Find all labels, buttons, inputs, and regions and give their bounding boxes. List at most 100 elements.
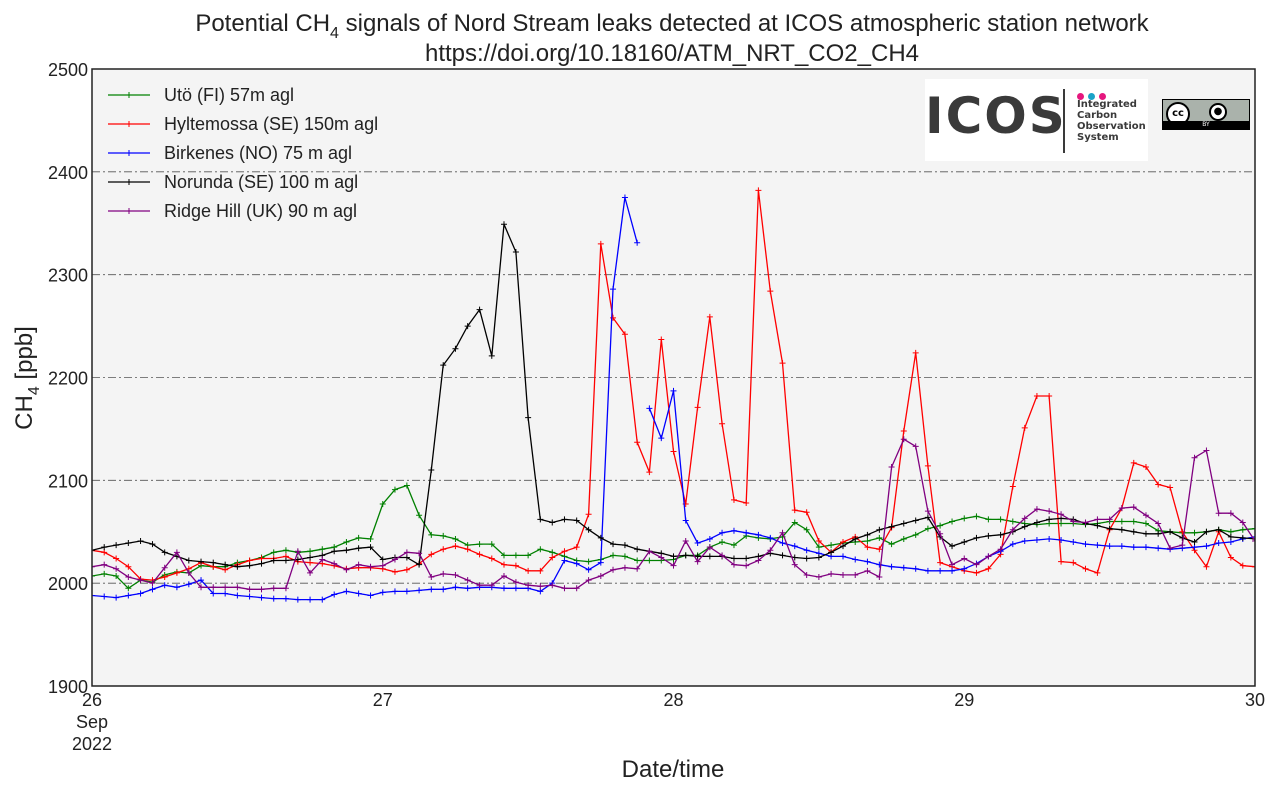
data-point bbox=[1191, 539, 1198, 546]
data-point bbox=[803, 547, 810, 554]
data-point bbox=[634, 565, 641, 572]
data-point bbox=[815, 544, 822, 551]
data-point bbox=[1227, 539, 1234, 546]
data-point bbox=[512, 249, 519, 256]
data-point bbox=[488, 555, 495, 562]
data-point bbox=[210, 584, 217, 591]
data-point bbox=[101, 544, 108, 551]
series-line bbox=[92, 197, 638, 601]
data-point bbox=[621, 194, 628, 201]
data-point bbox=[222, 561, 229, 568]
data-point bbox=[1191, 529, 1198, 536]
legend-label: Norunda (SE) 100 m agl bbox=[164, 172, 358, 192]
data-point bbox=[428, 467, 435, 474]
data-point bbox=[125, 573, 132, 580]
data-point bbox=[828, 570, 835, 577]
data-point bbox=[585, 526, 592, 533]
data-point bbox=[694, 558, 701, 565]
data-point bbox=[379, 500, 386, 507]
data-point bbox=[985, 565, 992, 572]
y-tick-label: 2100 bbox=[48, 471, 88, 491]
data-point bbox=[791, 543, 798, 550]
data-point bbox=[173, 569, 180, 576]
data-point bbox=[1033, 506, 1040, 513]
data-point bbox=[779, 360, 786, 367]
data-point bbox=[92, 563, 95, 570]
data-point bbox=[537, 546, 544, 553]
data-point bbox=[621, 542, 628, 549]
data-point bbox=[101, 561, 108, 568]
data-point bbox=[743, 562, 750, 569]
data-point bbox=[634, 239, 641, 246]
x-tick-label: 29 bbox=[954, 690, 974, 710]
data-point bbox=[537, 588, 544, 595]
data-point bbox=[573, 560, 580, 567]
data-point bbox=[779, 529, 786, 536]
data-point bbox=[961, 515, 968, 522]
data-point bbox=[403, 482, 410, 489]
data-point bbox=[391, 486, 398, 493]
series-layer bbox=[92, 187, 1255, 603]
data-point bbox=[852, 571, 859, 578]
data-point bbox=[101, 570, 108, 577]
data-point bbox=[1106, 543, 1113, 550]
chart-subtitle: https://doi.org/10.18160/ATM_NRT_CO2_CH4 bbox=[425, 40, 919, 67]
data-point bbox=[343, 547, 350, 554]
data-point bbox=[973, 561, 980, 568]
data-point bbox=[403, 588, 410, 595]
data-point bbox=[646, 557, 653, 564]
data-point bbox=[876, 526, 883, 533]
data-point bbox=[985, 532, 992, 539]
data-point bbox=[1070, 559, 1077, 566]
data-point bbox=[331, 591, 338, 598]
data-point bbox=[500, 552, 507, 559]
legend-marker bbox=[126, 150, 132, 156]
legend-item: Ridge Hill (UK) 90 m agl bbox=[108, 201, 357, 221]
data-point bbox=[464, 585, 471, 592]
icos-dot bbox=[1088, 93, 1095, 100]
data-point bbox=[331, 548, 338, 555]
data-point bbox=[125, 563, 132, 570]
data-point bbox=[512, 552, 519, 559]
data-point bbox=[924, 525, 931, 532]
data-point bbox=[864, 558, 871, 565]
data-point bbox=[1058, 558, 1065, 565]
data-point bbox=[500, 572, 507, 579]
data-point bbox=[900, 535, 907, 542]
data-point bbox=[234, 592, 241, 599]
data-point bbox=[767, 534, 774, 541]
data-point bbox=[1130, 459, 1137, 466]
data-point bbox=[888, 463, 895, 470]
data-point bbox=[185, 581, 192, 588]
data-point bbox=[355, 534, 362, 541]
data-point bbox=[92, 592, 95, 599]
data-point bbox=[840, 571, 847, 578]
data-point bbox=[282, 595, 289, 602]
data-point bbox=[403, 549, 410, 556]
data-point bbox=[1179, 542, 1186, 549]
data-point bbox=[440, 570, 447, 577]
y-tick-label: 2200 bbox=[48, 369, 88, 389]
data-point bbox=[440, 532, 447, 539]
grid-lines bbox=[92, 171, 1255, 584]
data-point bbox=[670, 562, 677, 569]
data-point bbox=[585, 511, 592, 518]
data-point bbox=[670, 387, 677, 394]
data-point bbox=[343, 588, 350, 595]
legend: Utö (FI) 57m agl Hyltemossa (SE) 150m agl… bbox=[108, 85, 378, 221]
data-point bbox=[222, 566, 229, 573]
y-tick-label: 2400 bbox=[48, 163, 88, 183]
data-point bbox=[210, 590, 217, 597]
data-point bbox=[1167, 545, 1174, 552]
data-point bbox=[464, 546, 471, 553]
data-point bbox=[888, 541, 895, 548]
data-point bbox=[1155, 481, 1162, 488]
data-point bbox=[634, 557, 641, 564]
y-tick-label: 2300 bbox=[48, 266, 88, 286]
data-point bbox=[949, 561, 956, 568]
data-point bbox=[997, 531, 1004, 538]
data-point bbox=[1082, 519, 1089, 526]
data-point bbox=[634, 439, 641, 446]
data-point bbox=[864, 567, 871, 574]
